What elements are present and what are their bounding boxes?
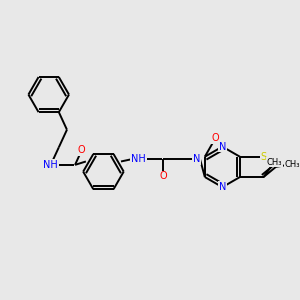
Text: N: N bbox=[219, 182, 226, 192]
Text: O: O bbox=[159, 171, 167, 181]
Text: CH₃: CH₃ bbox=[267, 158, 282, 167]
Text: O: O bbox=[78, 145, 85, 155]
Text: O: O bbox=[212, 133, 219, 143]
Text: N: N bbox=[219, 142, 226, 152]
Text: NH: NH bbox=[43, 160, 58, 170]
Text: CH₃: CH₃ bbox=[284, 160, 300, 169]
Text: S: S bbox=[260, 152, 267, 162]
Text: N: N bbox=[193, 154, 200, 164]
Text: NH: NH bbox=[131, 154, 146, 164]
